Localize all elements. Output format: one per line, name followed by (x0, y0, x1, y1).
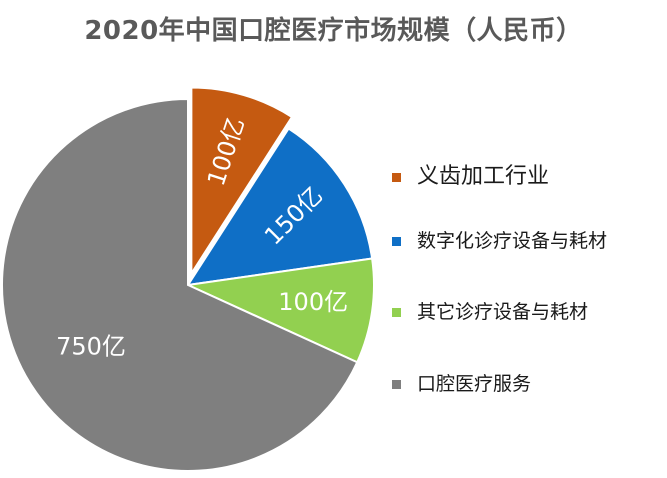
pie-slice-other (184, 257, 375, 364)
legend-swatch-denture (392, 172, 401, 182)
legend-label-service: 口腔医疗服务 (417, 373, 532, 395)
legend-item-other: 其它诊疗设备与耗材 (392, 303, 588, 322)
legend-swatch-service (392, 380, 401, 389)
chart-title: 2020年中国口腔医疗市场规模（人民币） (84, 16, 583, 46)
slice-label-other: 100亿 (278, 288, 348, 316)
legend-swatch-digital (392, 237, 401, 246)
slice-label-service: 750亿 (56, 332, 126, 360)
pie-slice-denture (190, 86, 294, 277)
legend-item-digital: 数字化诊疗设备与耗材 (392, 232, 607, 251)
legend-label-other: 其它诊疗设备与耗材 (417, 301, 589, 323)
pie-slice-service (1, 97, 359, 472)
legend-item-service: 口腔医疗服务 (392, 375, 531, 394)
legend-label-digital: 数字化诊疗设备与耗材 (417, 230, 608, 252)
pie-slice-digital (185, 127, 374, 287)
legend-label-denture: 义齿加工行业 (417, 164, 550, 189)
legend-item-denture: 义齿加工行业 (392, 166, 549, 188)
legend-swatch-other (392, 308, 401, 317)
